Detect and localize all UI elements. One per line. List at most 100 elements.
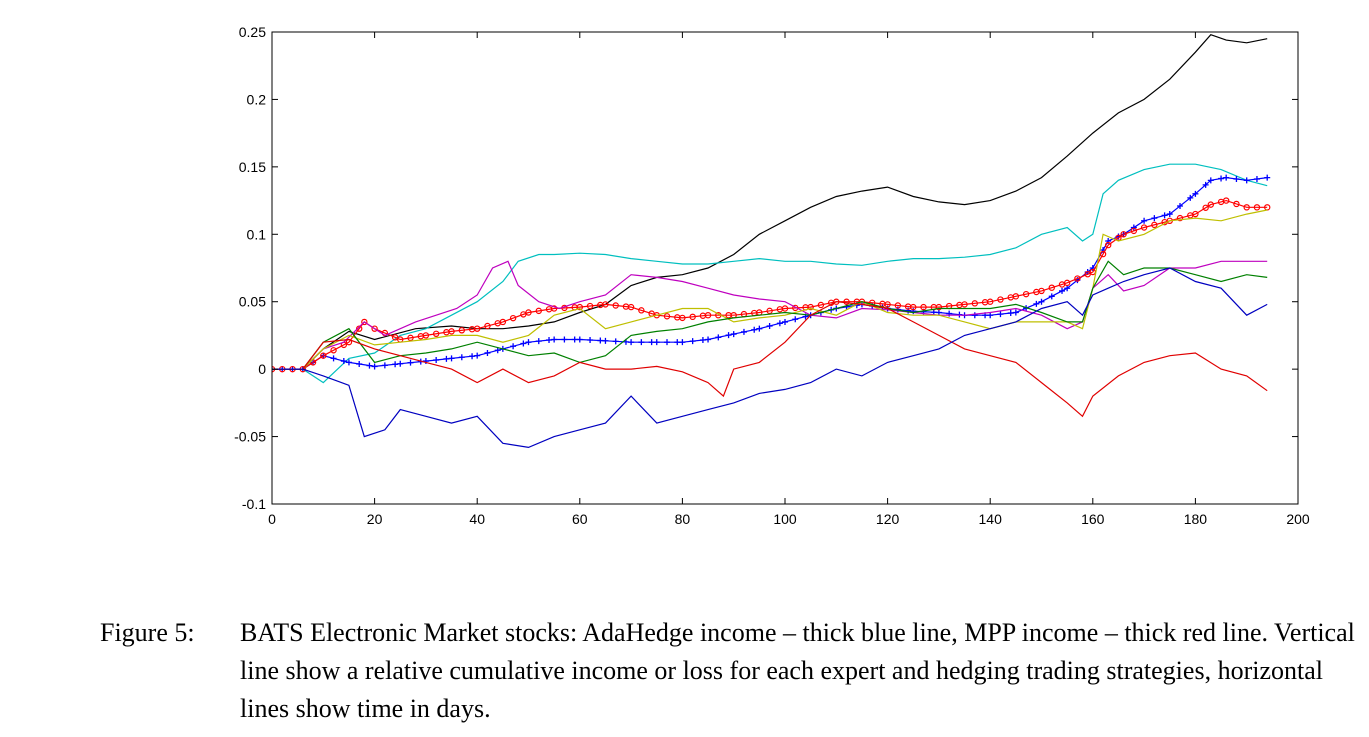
data-point <box>1151 221 1158 229</box>
data-point <box>330 355 337 362</box>
data-point <box>1202 204 1209 211</box>
data-point <box>1243 204 1250 211</box>
data-point <box>1207 201 1214 208</box>
figure-caption: Figure 5: BATS Electronic Market stocks:… <box>100 614 1362 728</box>
data-point <box>494 347 501 354</box>
data-point <box>689 313 696 321</box>
series-4 <box>272 197 1271 373</box>
series-5 <box>272 260 1268 370</box>
data-point <box>638 307 645 314</box>
data-point <box>664 339 671 346</box>
data-point <box>510 343 517 350</box>
data-point <box>987 298 994 305</box>
y-tick-label: 0.2 <box>247 91 267 107</box>
data-point <box>407 359 414 366</box>
data-point <box>781 305 789 312</box>
data-point <box>766 307 773 315</box>
data-point <box>628 339 635 346</box>
data-point <box>361 318 368 326</box>
data-point <box>971 312 978 319</box>
data-point <box>699 337 706 344</box>
data-point <box>730 331 737 338</box>
data-point <box>1264 174 1271 181</box>
data-point <box>499 318 507 326</box>
data-point <box>381 362 388 369</box>
data-point <box>910 303 917 311</box>
data-point <box>1007 310 1014 317</box>
x-tick-label: 40 <box>469 511 485 527</box>
data-point <box>627 303 635 311</box>
x-tick-label: 0 <box>268 511 276 527</box>
data-point <box>1177 202 1184 209</box>
data-point <box>674 339 681 346</box>
data-point <box>725 332 732 339</box>
data-point <box>433 356 440 363</box>
data-point <box>1130 224 1137 231</box>
data-point <box>340 358 347 365</box>
data-point <box>1264 204 1271 211</box>
caption-label: Figure 5: <box>100 618 195 647</box>
data-point <box>807 303 814 311</box>
data-point <box>1048 293 1055 300</box>
series-line <box>272 260 1268 370</box>
data-point <box>1063 279 1071 287</box>
data-point <box>576 336 583 343</box>
data-point <box>1120 231 1127 238</box>
data-point <box>653 312 660 319</box>
axes-layer: 0 20 40 60 80 100 120 140 160 180 200 -0.1 -0.05 0 0.0… <box>234 24 1310 527</box>
data-point <box>422 358 429 365</box>
data-point <box>345 359 352 366</box>
x-tick-label: 180 <box>1184 511 1208 527</box>
data-point <box>407 334 414 342</box>
data-point <box>1218 175 1225 182</box>
data-point <box>689 338 696 345</box>
data-point <box>776 320 783 327</box>
data-point <box>612 338 619 345</box>
data-point <box>484 322 491 330</box>
data-point <box>766 322 773 329</box>
data-point <box>792 316 799 323</box>
data-point <box>535 338 542 345</box>
y-tick-label: 0.05 <box>239 294 266 310</box>
data-point <box>1151 215 1158 222</box>
data-point <box>320 352 327 359</box>
data-point <box>1141 217 1148 224</box>
data-point <box>648 339 655 346</box>
y-tick-label: 0.15 <box>239 159 266 175</box>
data-point <box>638 339 645 346</box>
data-point <box>448 328 455 335</box>
data-point <box>987 312 994 319</box>
data-point <box>571 336 578 343</box>
series-3 <box>272 174 1271 373</box>
data-point <box>782 318 788 325</box>
data-point <box>371 325 378 332</box>
data-point <box>679 339 686 346</box>
data-point <box>1038 298 1045 305</box>
data-point <box>1064 285 1071 292</box>
data-point <box>458 327 466 334</box>
data-point <box>484 349 491 356</box>
series-2 <box>272 163 1268 384</box>
data-point <box>443 355 450 362</box>
x-tick-label: 140 <box>979 511 1003 527</box>
data-point <box>756 325 763 332</box>
data-point <box>397 360 404 367</box>
data-point <box>1166 211 1173 218</box>
data-point <box>1233 200 1240 208</box>
series-line <box>272 267 1268 449</box>
data-point <box>1243 177 1250 184</box>
data-point <box>920 303 927 311</box>
data-point <box>1033 300 1040 307</box>
caption-text: BATS Electronic Market stocks: AdaHedge … <box>240 618 1355 723</box>
series-7 <box>272 260 1268 370</box>
x-tick-label: 160 <box>1081 511 1105 527</box>
data-point <box>551 336 558 343</box>
data-point <box>356 361 363 368</box>
line-chart: 0 20 40 60 80 100 120 140 160 180 200 -0.1 -0.05 0 0.0… <box>234 24 1310 527</box>
data-point <box>740 328 747 335</box>
data-point <box>587 337 594 344</box>
data-point <box>371 363 378 370</box>
series-8 <box>272 301 1268 418</box>
y-tick-label: 0.25 <box>239 24 266 40</box>
data-point <box>1099 250 1107 258</box>
